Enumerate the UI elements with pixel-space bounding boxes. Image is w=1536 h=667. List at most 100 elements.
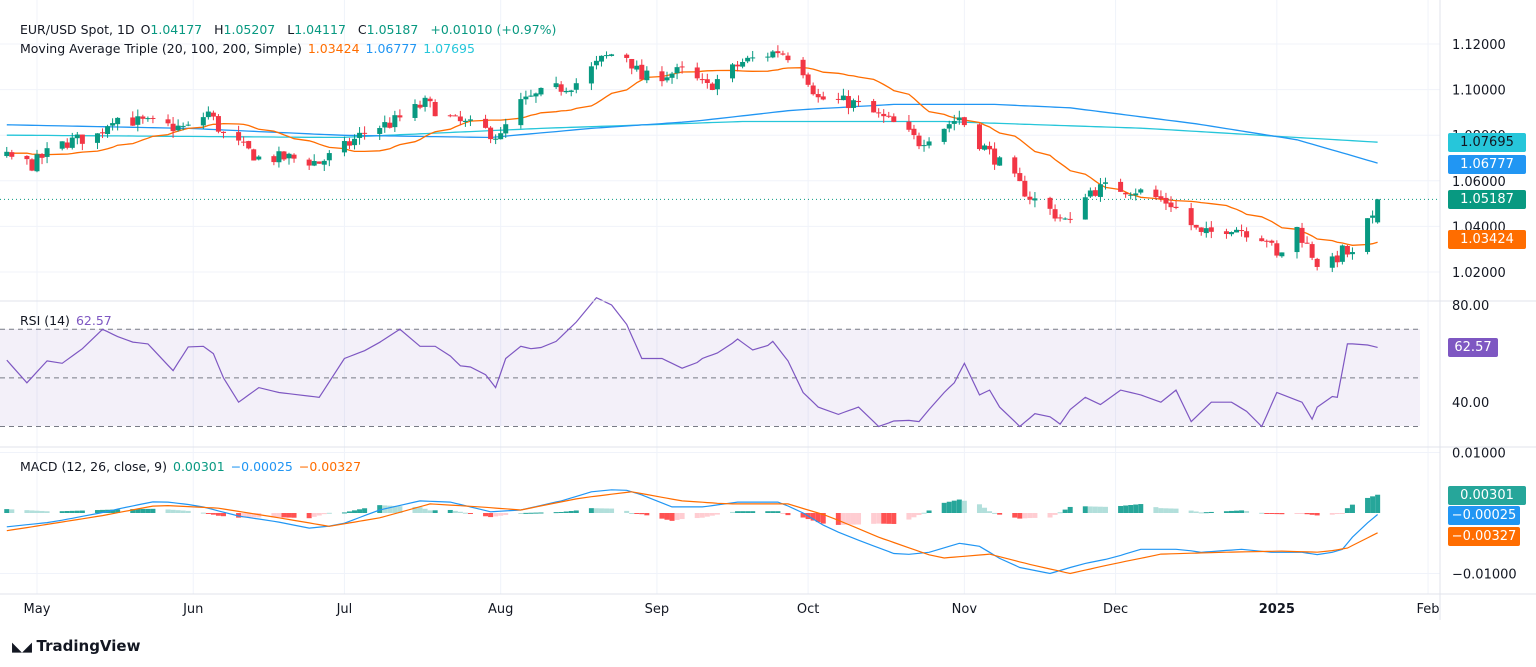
macd-histogram-bar [462, 512, 468, 514]
candle [629, 58, 635, 69]
macd-histogram-bar [483, 513, 489, 517]
macd-histogram-bar [412, 506, 418, 513]
macd-histogram-bar [1349, 504, 1355, 513]
macd-line-value: −0.00025 [230, 459, 293, 474]
candle [1203, 228, 1209, 234]
candle [220, 131, 226, 134]
candle [165, 119, 171, 124]
macd-histogram-bar [251, 513, 257, 518]
candle [1118, 181, 1124, 192]
candle [946, 124, 952, 129]
price-tick-label: 1.02000 [1452, 266, 1506, 281]
macd-histogram-bar [1223, 511, 1229, 513]
candle [1294, 226, 1300, 253]
candle [533, 93, 539, 97]
candle [563, 90, 569, 93]
candle [593, 60, 599, 66]
candle [745, 57, 751, 62]
time-tick-label: Sep [645, 602, 670, 617]
candle [891, 116, 897, 123]
tradingview-logo[interactable]: ◣◢ TradingView [12, 637, 140, 655]
candle [523, 96, 529, 100]
ma-title[interactable]: Moving Average Triple (20, 100, 200, Sim… [20, 41, 302, 56]
candle [362, 132, 368, 134]
macd-histogram-bar [39, 510, 45, 513]
candle [397, 115, 403, 118]
candle [644, 70, 650, 81]
candle [1102, 182, 1108, 184]
candle [669, 73, 675, 78]
candle [1138, 189, 1144, 193]
macd-histogram-bar [1102, 506, 1108, 513]
macd-histogram-bar [911, 513, 917, 518]
macd-histogram-bar [916, 513, 922, 516]
candle [770, 51, 776, 58]
candle [1047, 197, 1053, 209]
candle [1173, 206, 1179, 208]
candle [871, 101, 877, 113]
last-price-badge: 1.05187 [1448, 190, 1526, 209]
high-label: H [214, 22, 224, 37]
candle [150, 117, 156, 119]
candle [1228, 232, 1234, 235]
candle [1239, 230, 1245, 232]
macd-histogram-bar [1012, 513, 1018, 518]
macd-histogram-bar [135, 509, 141, 513]
candle [241, 141, 247, 143]
candle [1027, 196, 1033, 200]
macd-histogram-bar [74, 510, 80, 513]
candle [1198, 227, 1204, 232]
macd-histogram-bar [1118, 505, 1124, 513]
candle [598, 55, 604, 62]
rsi-tick-label: 40.00 [1452, 396, 1489, 411]
macd-histogram-bar [1365, 497, 1371, 513]
candle [306, 159, 312, 166]
symbol-label[interactable]: EUR/USD Spot, 1D [20, 22, 135, 37]
candle [553, 83, 559, 88]
change-value: +0.01010 (+0.97%) [430, 22, 557, 37]
time-tick-label: Aug [488, 602, 513, 617]
candle [538, 87, 544, 95]
macd-hist-badge: 0.00301 [1448, 486, 1526, 505]
candle [951, 121, 957, 124]
candle [568, 90, 574, 92]
open-value: 1.04177 [150, 22, 203, 37]
candle [1022, 180, 1028, 197]
candle [210, 112, 216, 117]
rsi-title[interactable]: RSI (14) [20, 313, 70, 328]
macd-histogram-bar [311, 513, 317, 517]
macd-histogram-bar [1133, 504, 1139, 513]
macd-histogram-bar [558, 511, 564, 513]
macd-histogram-bar [593, 508, 599, 513]
macd-histogram-bar [906, 513, 912, 520]
macd-histogram-bar [115, 509, 121, 513]
macd-histogram-bar [100, 509, 106, 513]
grid [0, 0, 1440, 594]
macd-histogram-bar [9, 509, 15, 513]
candle [800, 59, 806, 76]
macd-histogram-bar [1062, 509, 1068, 513]
candle [609, 54, 615, 56]
candle [1188, 208, 1194, 226]
macd-histogram-bar [236, 513, 242, 518]
macd-histogram-bar [286, 513, 292, 518]
candle [9, 152, 15, 157]
macd-pane [4, 489, 1381, 575]
candle [1269, 240, 1275, 243]
macd-histogram-bar [185, 510, 191, 513]
candle [493, 138, 499, 140]
candle [271, 156, 277, 163]
candle [311, 161, 317, 166]
macd-histogram-bar [1168, 508, 1174, 513]
candle [1370, 215, 1376, 218]
candle [850, 100, 856, 108]
macd-histogram-bar [1032, 513, 1038, 518]
macd-histogram-bar [951, 500, 957, 513]
ma-legend: Moving Average Triple (20, 100, 200, Sim… [20, 41, 481, 56]
macd-title[interactable]: MACD (12, 26, close, 9) [20, 459, 167, 474]
candle [1158, 196, 1164, 199]
macd-histogram-bar [215, 513, 221, 516]
candle [588, 66, 594, 84]
macd-line-badge: −0.00025 [1448, 506, 1520, 525]
